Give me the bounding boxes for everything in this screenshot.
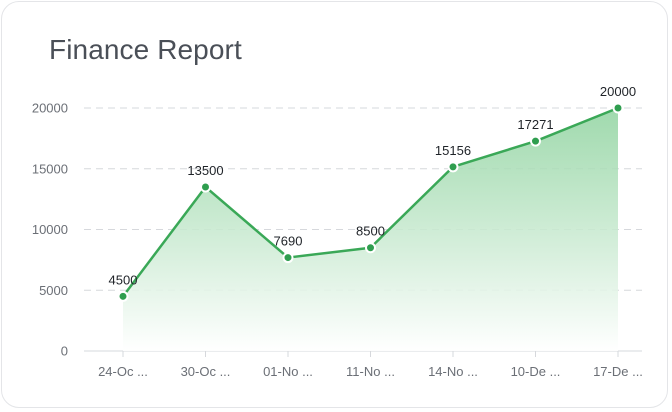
x-tick-label: 30-Oc ... (181, 364, 231, 379)
data-label: 13500 (187, 163, 223, 178)
data-label: 20000 (600, 84, 636, 99)
y-tick-label: 0 (61, 344, 68, 359)
y-tick-label: 20000 (32, 101, 68, 116)
y-tick-label: 15000 (32, 161, 68, 176)
data-labels: 4500 13500 7690 8500 15156 17271 20000 (109, 84, 637, 287)
data-points (117, 102, 624, 302)
data-point[interactable] (365, 242, 376, 254)
x-tick-label: 10-De ... (511, 364, 561, 379)
data-point[interactable] (530, 135, 541, 147)
y-tick-label: 5000 (39, 283, 68, 298)
data-label: 4500 (109, 272, 138, 287)
data-point[interactable] (117, 290, 129, 302)
y-axis: 0 5000 10000 15000 20000 (32, 101, 68, 359)
series-area (123, 108, 618, 351)
y-tick-label: 10000 (32, 222, 68, 237)
chart-title: Finance Report (49, 34, 242, 65)
data-label: 7690 (274, 234, 303, 249)
x-tick-label: 17-De ... (593, 364, 643, 379)
data-point[interactable] (612, 102, 624, 114)
x-axis: 24-Oc ... 30-Oc ... 01-No ... 11-No ... 14-N… (98, 351, 643, 379)
x-tick-label: 11-No ... (346, 364, 395, 379)
data-point[interactable] (447, 161, 459, 173)
data-point[interactable] (282, 252, 294, 264)
data-point[interactable] (200, 181, 211, 193)
x-tick-label: 01-No ... (263, 364, 313, 379)
x-tick-label: 14-No ... (428, 364, 478, 379)
x-tick-label: 24-Oc ... (98, 364, 148, 379)
data-label: 15156 (435, 143, 471, 158)
data-label: 17271 (517, 117, 553, 132)
data-label: 8500 (356, 224, 385, 239)
